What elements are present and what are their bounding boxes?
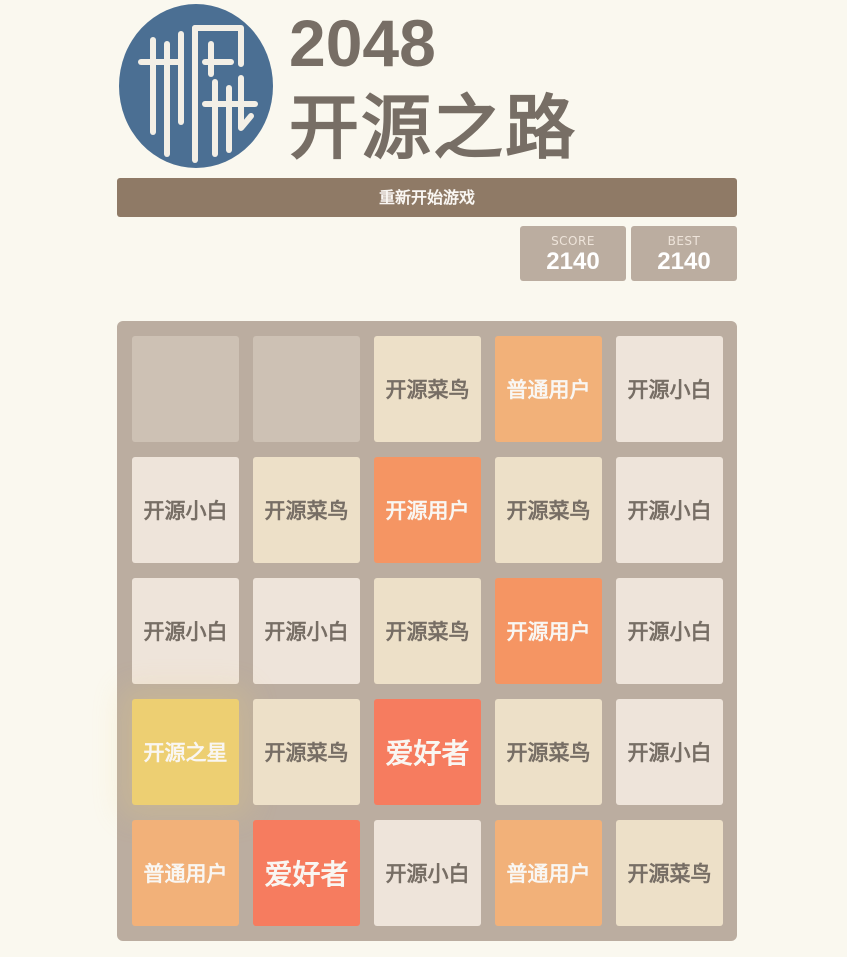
tile: 开源小白 xyxy=(132,457,239,563)
score-label: SCORE xyxy=(551,234,595,248)
score-box: SCORE 2140 xyxy=(520,226,626,281)
tile: 开源菜鸟 xyxy=(616,820,723,926)
tile: 开源用户 xyxy=(374,457,481,563)
game-title: 2048 xyxy=(289,6,436,80)
best-score-box: BEST 2140 xyxy=(631,226,737,281)
tile: 开源小白 xyxy=(616,699,723,805)
tile: 开源小白 xyxy=(616,457,723,563)
game-container: 2048 开源之路 重新开始游戏 SCORE 2140 BEST 2140 开源… xyxy=(117,0,737,941)
game-subtitle: 开源之路 xyxy=(289,87,577,169)
tile: 开源小白 xyxy=(374,820,481,926)
tile: 开源菜鸟 xyxy=(495,457,602,563)
score-panel: SCORE 2140 BEST 2140 xyxy=(520,226,737,281)
empty-cell xyxy=(132,336,239,442)
score-value: 2140 xyxy=(546,248,600,275)
game-board[interactable]: 开源菜鸟 普通用户 开源小白 开源小白 开源菜鸟 开源用户 开源菜鸟 开源小白 开源小白 开源小白… xyxy=(117,321,737,941)
tile: 普通用户 xyxy=(495,820,602,926)
tile: 爱好者 xyxy=(374,699,481,805)
restart-button[interactable]: 重新开始游戏 xyxy=(117,178,737,217)
tile: 开源小白 xyxy=(253,578,360,684)
tile: 开源小白 xyxy=(616,336,723,442)
tile: 爱好者 xyxy=(253,820,360,926)
tile: 开源菜鸟 xyxy=(374,336,481,442)
empty-cell xyxy=(253,336,360,442)
tile: 开源用户 xyxy=(495,578,602,684)
tile: 普通用户 xyxy=(132,820,239,926)
tile: 开源菜鸟 xyxy=(495,699,602,805)
best-label: BEST xyxy=(667,234,701,248)
best-value: 2140 xyxy=(657,248,711,275)
header: 2048 开源之路 xyxy=(117,0,737,172)
tile: 开源小白 xyxy=(616,578,723,684)
tile: 开源小白 xyxy=(132,578,239,684)
tile: 开源菜鸟 xyxy=(374,578,481,684)
tile: 开源之星 xyxy=(132,699,239,805)
seal-logo-icon xyxy=(119,4,273,168)
tile: 开源菜鸟 xyxy=(253,699,360,805)
tile: 开源菜鸟 xyxy=(253,457,360,563)
tile: 普通用户 xyxy=(495,336,602,442)
